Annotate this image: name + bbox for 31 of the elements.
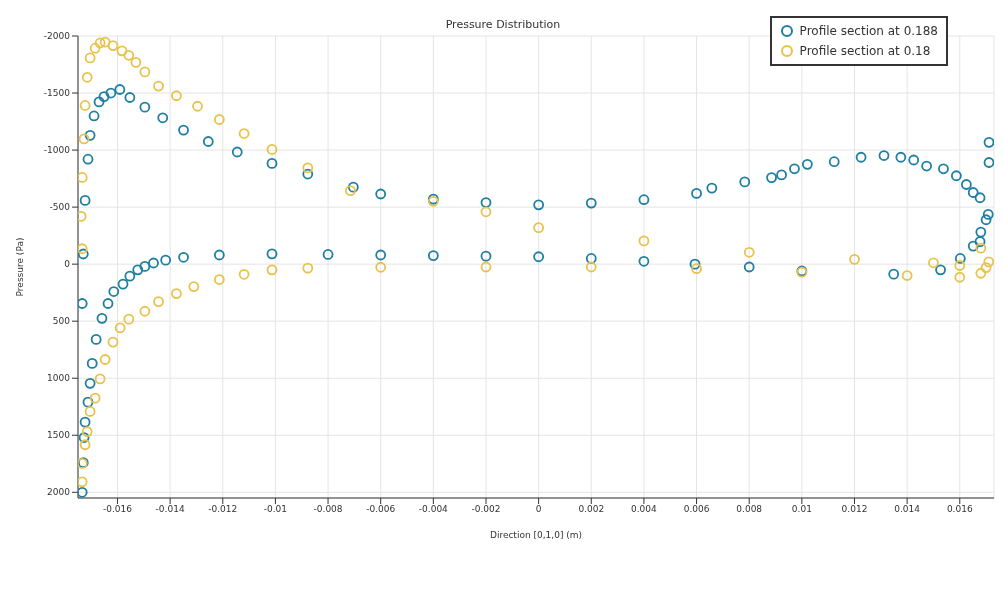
x-tick-label: 0 bbox=[535, 504, 542, 515]
y-axis-title: Pressure (Pa) bbox=[15, 237, 26, 297]
x-axis-title: Direction [0,1,0] (m) bbox=[489, 530, 583, 540]
y-tick-label: 2000 bbox=[47, 487, 71, 498]
x-tick-label: 0.004 bbox=[631, 504, 658, 515]
x-tick-label: 0.008 bbox=[736, 504, 763, 515]
y-tick-label: -2000 bbox=[43, 31, 71, 42]
legend-label: Profile section at 0.18 bbox=[799, 43, 931, 60]
y-tick-label: 1000 bbox=[47, 373, 71, 384]
x-tick-label: 0.012 bbox=[841, 504, 868, 515]
chart-title: Pressure Distribution bbox=[445, 18, 561, 31]
x-tick-label: 0.006 bbox=[683, 504, 710, 515]
x-tick-label: 0.01 bbox=[791, 504, 812, 515]
y-tick-label: 0 bbox=[64, 259, 71, 270]
x-tick-label: -0.01 bbox=[263, 504, 288, 515]
x-tick-label: -0.016 bbox=[102, 504, 133, 515]
x-tick-label: 0.016 bbox=[946, 504, 973, 515]
y-tick-label: -500 bbox=[49, 202, 71, 213]
x-tick-label: -0.014 bbox=[155, 504, 185, 515]
y-tick-label: 1500 bbox=[47, 430, 71, 441]
y-tick-label: -1000 bbox=[43, 145, 71, 156]
y-tick-label: 500 bbox=[52, 316, 71, 327]
x-tick-label: -0.006 bbox=[366, 504, 396, 515]
y-tick-label: -1500 bbox=[43, 88, 71, 99]
x-tick-label: -0.004 bbox=[418, 504, 449, 515]
x-tick-label: 0.002 bbox=[578, 504, 605, 515]
x-tick-label: -0.012 bbox=[208, 504, 238, 515]
x-tick-label: -0.002 bbox=[471, 504, 501, 515]
x-tick-label: -0.008 bbox=[313, 504, 343, 515]
legend-label: Profile section at 0.188 bbox=[799, 23, 938, 40]
x-tick-label: 0.014 bbox=[894, 504, 921, 515]
